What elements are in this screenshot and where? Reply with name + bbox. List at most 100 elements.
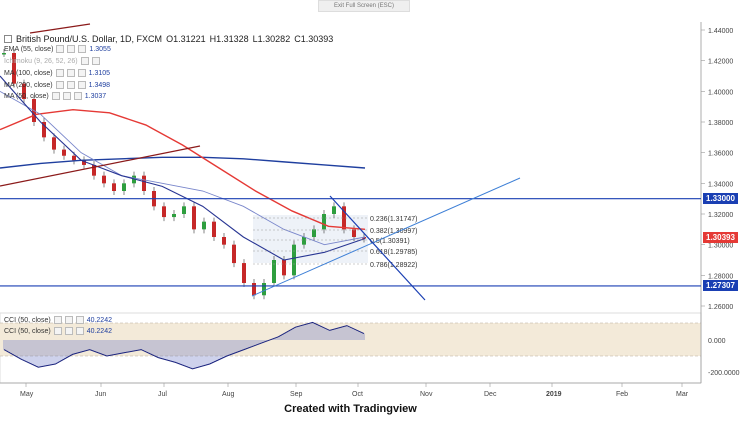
legend-label: CCI (50, close) <box>4 316 51 324</box>
ma200-line <box>0 156 366 169</box>
settings-icon[interactable] <box>64 316 73 324</box>
open-value: O1.31221 <box>166 34 206 44</box>
candle-body <box>42 122 46 138</box>
legend-value: 1.3037 <box>84 92 107 100</box>
candle-body <box>132 175 136 184</box>
candle-body <box>142 175 146 191</box>
legend-value: 1.3498 <box>88 81 111 89</box>
x-tick-label: Jul <box>158 391 167 398</box>
candle-body <box>182 206 186 214</box>
legend-label: MA (200, close) <box>4 81 53 89</box>
legend-ichimoku[interactable]: Ichimoku (9, 26, 52, 26) <box>4 57 100 65</box>
candle-body <box>282 260 286 276</box>
y-tick-label: 1.28000 <box>708 273 733 280</box>
fib-level-label: 0.618(1.29785) <box>370 249 417 256</box>
close-icon[interactable] <box>75 327 84 335</box>
settings-icon[interactable] <box>66 69 75 77</box>
x-tick-label: Feb <box>616 391 628 398</box>
legend-value: 40.2242 <box>86 316 112 324</box>
settings-icon[interactable] <box>66 81 75 89</box>
candle-body <box>52 137 56 150</box>
settings-icon[interactable] <box>64 327 73 335</box>
exit-full-screen-button[interactable]: Exit Full Screen (ESC) <box>318 0 410 12</box>
ema55-line <box>0 90 366 246</box>
candle-body <box>242 263 246 283</box>
legend-value: 1.3055 <box>89 45 111 53</box>
candle-body <box>62 149 66 156</box>
fib-level-label: 0.5(1.30391) <box>370 238 410 245</box>
descending-trendline <box>329 195 426 301</box>
settings-icon[interactable] <box>67 45 76 53</box>
x-tick-label: Jun <box>95 391 106 398</box>
eye-icon[interactable] <box>80 57 89 65</box>
close-icon[interactable] <box>78 45 87 53</box>
legend-ma200[interactable]: MA (200, close) 1.3498 <box>4 81 110 89</box>
eye-icon[interactable] <box>55 81 64 89</box>
y-tick-label: 1.38000 <box>708 120 733 127</box>
candle-body <box>92 164 96 176</box>
settings-icon[interactable] <box>62 92 71 100</box>
legend-ema55[interactable]: EMA (55, close) 1.3055 <box>4 45 111 53</box>
y-tick-label: 1.32000 <box>708 212 733 219</box>
legend-ma100[interactable]: MA (100, close) 1.3105 <box>4 69 110 77</box>
candle-body <box>172 214 176 218</box>
y-tick-label: 1.42000 <box>708 59 733 66</box>
x-tick-label: Dec <box>484 391 497 398</box>
legend-label: MA (100, close) <box>4 69 53 77</box>
eye-icon[interactable] <box>53 316 62 324</box>
candle-body <box>12 53 16 84</box>
resistance-price-badge: 1.33000 <box>703 193 738 204</box>
legend-cci-1[interactable]: CCI (50, close) 40.2242 <box>4 316 112 324</box>
candle-body <box>262 283 266 296</box>
x-tick-label: Sep <box>290 391 303 398</box>
y-tick-label: 1.40000 <box>708 89 733 96</box>
candle-body <box>322 214 326 230</box>
candle-body <box>82 160 86 165</box>
y-tick-label: 1.26000 <box>708 304 733 311</box>
candle-body <box>362 237 366 239</box>
x-tick-label: 2019 <box>546 391 562 398</box>
symbol-title: British Pound/U.S. Dollar, 1D, FXCM <box>16 34 163 44</box>
legend-cci-2[interactable]: CCI (50, close) 40.2242 <box>4 327 112 335</box>
candle-body <box>252 283 256 296</box>
eye-icon[interactable] <box>53 327 62 335</box>
high-value: H1.31328 <box>209 34 249 44</box>
candle-body <box>162 206 166 218</box>
legend-ma50[interactable]: MA (50, close) 1.3037 <box>4 92 106 100</box>
legend-label: MA (50, close) <box>4 92 49 100</box>
candle-body <box>192 206 196 230</box>
candle-body <box>342 206 346 230</box>
x-tick-label: May <box>20 391 34 398</box>
y-tick-label: 1.34000 <box>708 181 733 188</box>
x-tick-label: Mar <box>676 391 689 398</box>
eye-icon[interactable] <box>56 45 65 53</box>
close-icon[interactable] <box>77 81 86 89</box>
fib-level-label: 0.382(1.30997) <box>370 228 417 235</box>
collapse-icon[interactable] <box>4 35 12 43</box>
eye-icon[interactable] <box>55 69 64 77</box>
eye-icon[interactable] <box>51 92 60 100</box>
candle-body <box>312 229 316 237</box>
x-tick-label: Aug <box>222 391 235 398</box>
settings-icon[interactable] <box>91 57 100 65</box>
current-price-badge: 1.30393 <box>703 232 738 243</box>
candle-body <box>212 221 216 237</box>
close-icon[interactable] <box>75 316 84 324</box>
y-tick-label: 1.44000 <box>708 28 733 35</box>
x-tick-label: Oct <box>352 391 363 398</box>
close-icon[interactable] <box>73 92 82 100</box>
x-tick-label: Nov <box>420 391 433 398</box>
ma50-line <box>0 75 366 261</box>
support-price-badge: 1.27307 <box>703 280 738 291</box>
ascending-trendline <box>251 177 521 297</box>
candle-body <box>202 221 206 230</box>
candle-body <box>102 175 106 184</box>
long-term-trendline <box>0 145 201 187</box>
legend-value: 1.3105 <box>88 69 111 77</box>
y-tick-label: 1.36000 <box>708 151 733 158</box>
legend-label: CCI (50, close) <box>4 327 51 335</box>
close-icon[interactable] <box>77 69 86 77</box>
legend-label: Ichimoku (9, 26, 52, 26) <box>4 57 78 65</box>
ma100-line <box>0 109 366 231</box>
